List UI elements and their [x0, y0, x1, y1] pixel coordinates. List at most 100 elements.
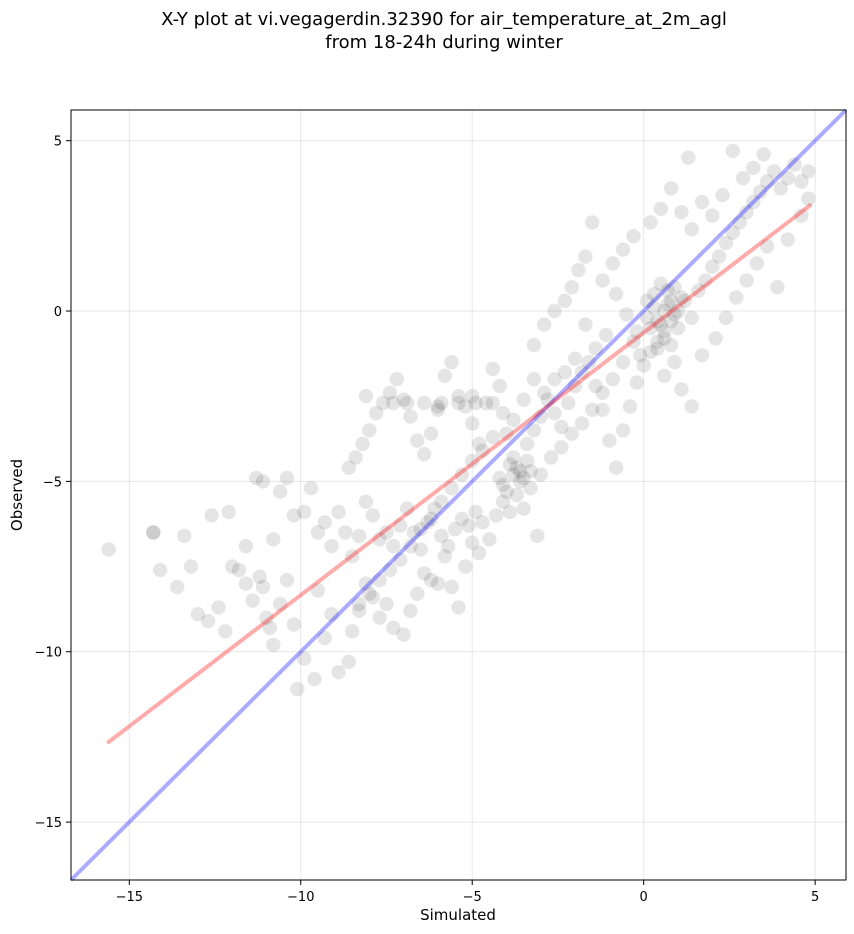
scatter-point	[351, 596, 367, 612]
scatter-point	[715, 188, 730, 203]
scatter-point	[691, 283, 706, 298]
scatter-point	[547, 406, 562, 421]
scatter-point	[533, 409, 548, 424]
scatter-point	[547, 303, 562, 319]
x-axis-ticks: −15 −10 −5 0 5	[116, 880, 819, 905]
plot-frame	[70, 109, 847, 881]
scatter-point	[657, 324, 672, 339]
scatter-point	[183, 559, 199, 574]
scatter-point	[478, 395, 494, 411]
scatter-point	[297, 651, 312, 666]
scatter-point	[279, 573, 295, 588]
scatter-point	[509, 460, 524, 475]
scatter-point	[434, 528, 449, 544]
scatter-point	[238, 576, 254, 591]
scatter-point	[756, 147, 771, 162]
scatter-point	[482, 532, 497, 547]
scatter-point	[725, 225, 740, 240]
scatter-point	[351, 528, 367, 544]
scatter-point	[386, 395, 401, 411]
scatter-point	[667, 307, 682, 322]
scatter-point	[759, 174, 775, 189]
scatter-point	[465, 416, 480, 431]
reference-lines	[69, 108, 848, 882]
scatter-point	[231, 562, 247, 578]
scatter-point	[317, 515, 332, 530]
scatter-point	[801, 191, 816, 206]
scatter-point	[636, 358, 651, 373]
scatter-point	[221, 504, 236, 520]
scatter-point	[780, 170, 795, 186]
scatter-point	[458, 399, 473, 414]
scatter-point	[468, 504, 483, 520]
y-tick-label: 5	[54, 135, 62, 150]
scatter-point	[297, 504, 312, 520]
scatter-point	[794, 174, 809, 189]
scatter-point	[629, 324, 644, 339]
scatter-point	[331, 665, 346, 680]
scatter-points	[101, 143, 816, 697]
scatter-point	[324, 538, 339, 554]
scatter-point	[437, 549, 452, 564]
scatter-point	[629, 375, 644, 390]
scatter-point	[362, 423, 377, 438]
scatter-point	[663, 337, 679, 353]
scatter-point	[530, 528, 545, 544]
scatter-point	[585, 215, 600, 230]
scatter-point	[526, 337, 542, 353]
scatter-point	[485, 361, 500, 377]
scatter-point	[585, 402, 600, 417]
scatter-point	[454, 511, 470, 526]
scatter-point	[317, 630, 332, 646]
scatter-point	[170, 579, 185, 595]
scatter-point	[705, 208, 720, 223]
scatter-point	[427, 501, 442, 516]
scatter-point	[759, 239, 775, 254]
scatter-point	[663, 293, 679, 308]
scatter-point	[211, 600, 226, 615]
scatter-point	[543, 450, 559, 465]
scatter-point	[417, 395, 432, 411]
scatter-point	[735, 170, 751, 186]
scatter-point	[495, 494, 511, 509]
scatter-point	[564, 426, 579, 441]
x-tick-label: 0	[640, 890, 648, 905]
scatter-point	[540, 392, 555, 407]
scatter-point	[588, 341, 603, 356]
scatter-point	[444, 481, 459, 496]
scatter-point	[681, 150, 696, 165]
scatter-point	[588, 378, 603, 394]
scatter-point	[441, 538, 456, 554]
scatter-point	[396, 392, 411, 407]
scatter-point	[674, 205, 689, 220]
scatter-point	[739, 205, 754, 220]
scatter-point	[513, 464, 528, 479]
scatter-point	[434, 395, 449, 411]
scatter-point	[430, 402, 446, 417]
scatter-point	[358, 494, 374, 509]
x-tick-label: −15	[116, 890, 143, 905]
scatter-point	[406, 525, 422, 540]
scatter-point	[201, 613, 216, 629]
scatter-point	[787, 157, 802, 172]
scatter-point	[310, 583, 326, 598]
scatter-point	[417, 446, 432, 462]
scatter-point	[526, 423, 542, 438]
scatter-point	[595, 273, 610, 288]
scatter-point	[307, 671, 322, 687]
scatter-point	[399, 395, 415, 411]
x-axis-label: Simulated	[420, 906, 496, 924]
scatter-point	[372, 610, 387, 625]
scatter-point	[653, 276, 668, 291]
scatter-point	[348, 450, 363, 465]
scatter-point	[749, 256, 764, 271]
scatter-point	[663, 314, 679, 329]
scatter-point	[266, 532, 281, 547]
scatter-point	[245, 593, 260, 608]
scatter-point	[372, 532, 387, 547]
scatter-point	[639, 310, 655, 325]
scatter-point	[595, 385, 610, 400]
scatter-point	[303, 481, 319, 496]
scatter-point	[338, 525, 353, 540]
scatter-point	[475, 443, 490, 458]
